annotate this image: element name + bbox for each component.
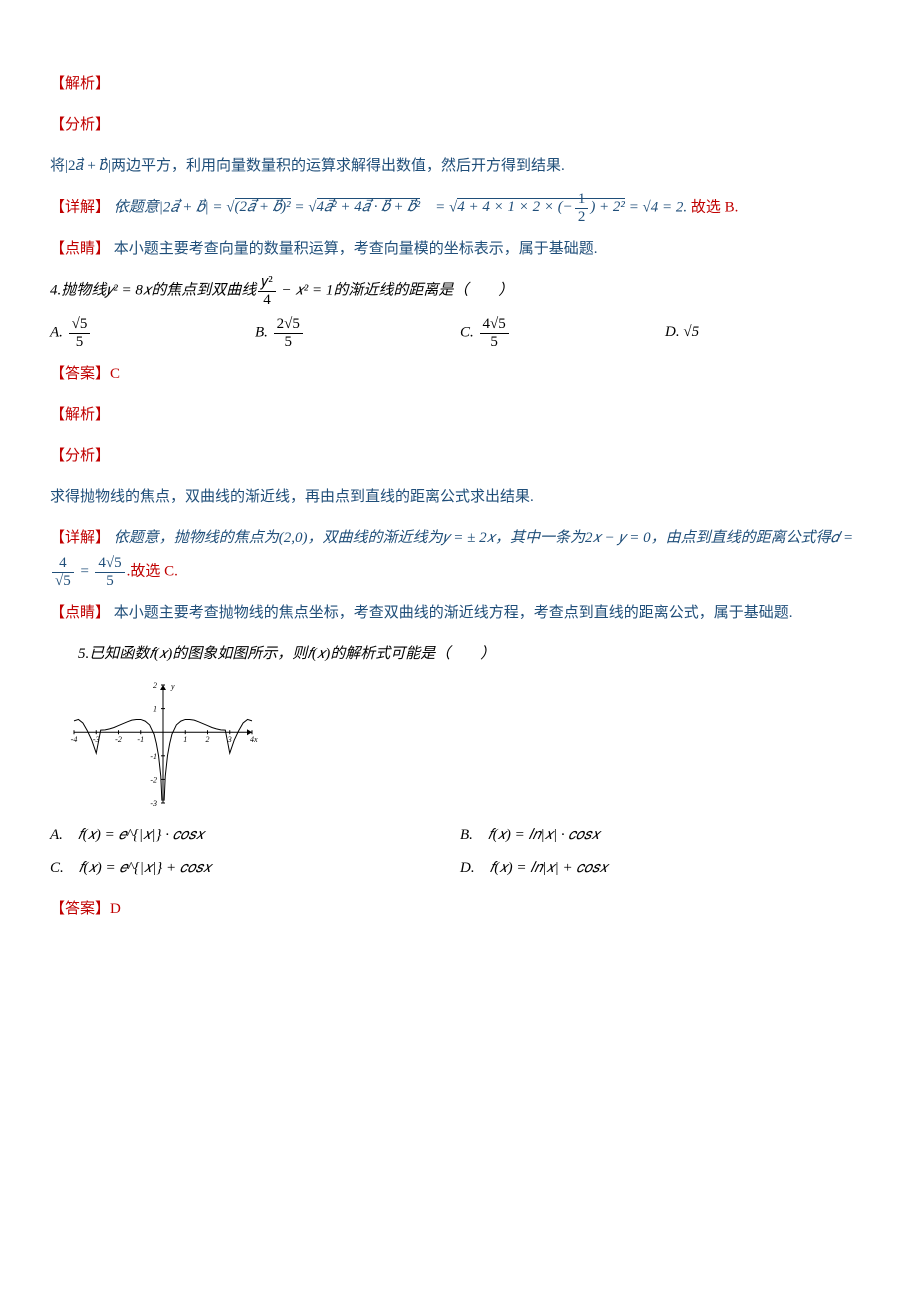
q4-opt-c-label: C. (460, 324, 478, 340)
q5-graph: -4-3-2-11234-3-2-112xy (68, 679, 258, 809)
q4-detail-2: .故选 C. (127, 563, 178, 579)
q4-opt-b-den: 5 (274, 334, 303, 351)
q5-options: A. 𝑓(𝑥) = 𝑒^{|𝑥|} · 𝑐𝑜𝑠𝑥 B. 𝑓(𝑥) = 𝑙𝑛|𝑥|… (50, 819, 870, 885)
q4-dianjing-label: 【点睛】 (50, 605, 110, 621)
q3-dianjing-line: 【点睛】 本小题主要考查向量的数量积运算，考查向量模的坐标表示，属于基础题. (50, 233, 870, 266)
q4-opt-b-label: B. (255, 324, 272, 340)
svg-text:-1: -1 (150, 752, 157, 761)
q4-dfrac2-den: 5 (95, 573, 124, 590)
svg-text:2: 2 (206, 735, 210, 744)
q3-detail-expr: √(2𝑎⃗ + 𝑏⃗)² = √4𝑎⃗² + 4𝑎⃗ · 𝑏⃗ + 𝑏⃗² = … (226, 198, 625, 215)
q4-option-a: A. √55 (50, 316, 255, 350)
q4-opt-c-num: 4√5 (480, 316, 509, 334)
svg-text:1: 1 (153, 705, 157, 714)
q5-option-b: B. 𝑓(𝑥) = 𝑙𝑛|𝑥| · 𝑐𝑜𝑠𝑥 (460, 819, 870, 852)
q4-analysis: 求得抛物线的焦点，双曲线的渐近线，再由点到直线的距离公式求出结果. (50, 481, 870, 514)
q3-detail-mid: = √4 = 2. (629, 199, 687, 215)
svg-text:-2: -2 (115, 735, 122, 744)
svg-text:y: y (170, 682, 175, 691)
q4-dfrac2-num: 4√5 (95, 555, 124, 573)
q4-dianjing-line: 【点睛】 本小题主要考查抛物线的焦点坐标，考查双曲线的渐近线方程，考查点到直线的… (50, 597, 870, 630)
svg-text:-3: -3 (150, 799, 157, 808)
q5-answer-label: 【答案】 (50, 901, 110, 917)
svg-text:-1: -1 (137, 735, 144, 744)
q5-option-d: D. 𝑓(𝑥) = 𝑙𝑛|𝑥| + 𝑐𝑜𝑠𝑥 (460, 852, 870, 885)
q4-answer-label: 【答案】 (50, 366, 110, 382)
q4-options: A. √55 B. 2√55 C. 4√55 D. √5 (50, 316, 870, 350)
q4-opt-a-den: 5 (69, 334, 91, 351)
q3-detail-line: 【详解】 依题意|2𝑎⃗ + 𝑏⃗| = √(2𝑎⃗ + 𝑏⃗)² = √4𝑎⃗… (50, 191, 870, 225)
q4-stem: 4.抛物线𝑦² = 8𝑥的焦点到双曲线𝑦²4 − 𝑥² = 1的渐近线的距离是（… (50, 274, 870, 308)
q3-dianjing-label: 【点睛】 (50, 241, 110, 257)
q3-detail-label: 【详解】 (50, 199, 110, 215)
q4-dfrac1-den: √5 (52, 573, 74, 590)
q4-opt-b-num: 2√5 (274, 316, 303, 334)
q3-detail-pre: 依题意|2𝑎⃗ + 𝑏⃗| = (114, 199, 227, 215)
q4-fenxi-label: 【分析】 (50, 440, 870, 473)
q4-dianjing: 本小题主要考查抛物线的焦点坐标，考查双曲线的渐近线方程，考查点到直线的距离公式，… (114, 605, 793, 621)
q4-answer-line: 【答案】C (50, 358, 870, 391)
q4-option-b: B. 2√55 (255, 316, 460, 350)
q3-detail-post: 故选 B. (691, 199, 739, 215)
q4-detail-1: 依题意，抛物线的焦点为(2,0)，双曲线的渐近线为𝑦 = ± 2𝑥，其中一条为2… (114, 530, 853, 546)
q4-opt-c-den: 5 (480, 334, 509, 351)
q3-jiexi-label: 【解析】 (50, 68, 870, 101)
svg-text:1: 1 (183, 735, 187, 744)
svg-text:2: 2 (153, 681, 157, 690)
q5-option-c: C. 𝑓(𝑥) = 𝑒^{|𝑥|} + 𝑐𝑜𝑠𝑥 (50, 852, 460, 885)
q3-dianjing: 本小题主要考查向量的数量积运算，考查向量模的坐标表示，属于基础题. (114, 241, 598, 257)
q5-stem: 5.已知函数𝑓(𝑥)的图象如图所示，则𝑓(𝑥)的解析式可能是（ ） (78, 638, 870, 671)
q5-answer-line: 【答案】D (50, 893, 870, 926)
q4-stem-frac-den: 4 (258, 292, 276, 309)
q4-jiexi-label: 【解析】 (50, 399, 870, 432)
q5-answer: D (110, 901, 121, 917)
q4-stem-post: − 𝑥² = 1的渐近线的距离是（ ） (278, 282, 514, 298)
svg-text:x: x (253, 735, 258, 744)
q5-option-a: A. 𝑓(𝑥) = 𝑒^{|𝑥|} · 𝑐𝑜𝑠𝑥 (50, 819, 460, 852)
q4-stem-pre: 4.抛物线𝑦² = 8𝑥的焦点到双曲线 (50, 282, 256, 298)
q4-stem-frac-num: 𝑦² (258, 274, 276, 292)
q4-detail-label: 【详解】 (50, 530, 110, 546)
q3-analysis: 将|2𝑎⃗ + 𝑏⃗|两边平方，利用向量数量积的运算求解得出数值，然后开方得到结… (50, 150, 870, 183)
q4-detail-line: 【详解】 依题意，抛物线的焦点为(2,0)，双曲线的渐近线为𝑦 = ± 2𝑥，其… (50, 522, 870, 589)
q4-detail-eq: = (76, 563, 94, 579)
q4-option-d: D. √5 (665, 316, 870, 350)
q4-opt-a-label: A. (50, 324, 67, 340)
q4-option-c: C. 4√55 (460, 316, 665, 350)
q4-answer: C (110, 366, 120, 382)
svg-text:-4: -4 (71, 735, 78, 744)
svg-text:-2: -2 (150, 775, 157, 784)
q5-graph-container: -4-3-2-11234-3-2-112xy (68, 679, 870, 809)
q4-dfrac1-num: 4 (52, 555, 74, 573)
q4-opt-a-num: √5 (69, 316, 91, 334)
q3-fenxi-label: 【分析】 (50, 109, 870, 142)
